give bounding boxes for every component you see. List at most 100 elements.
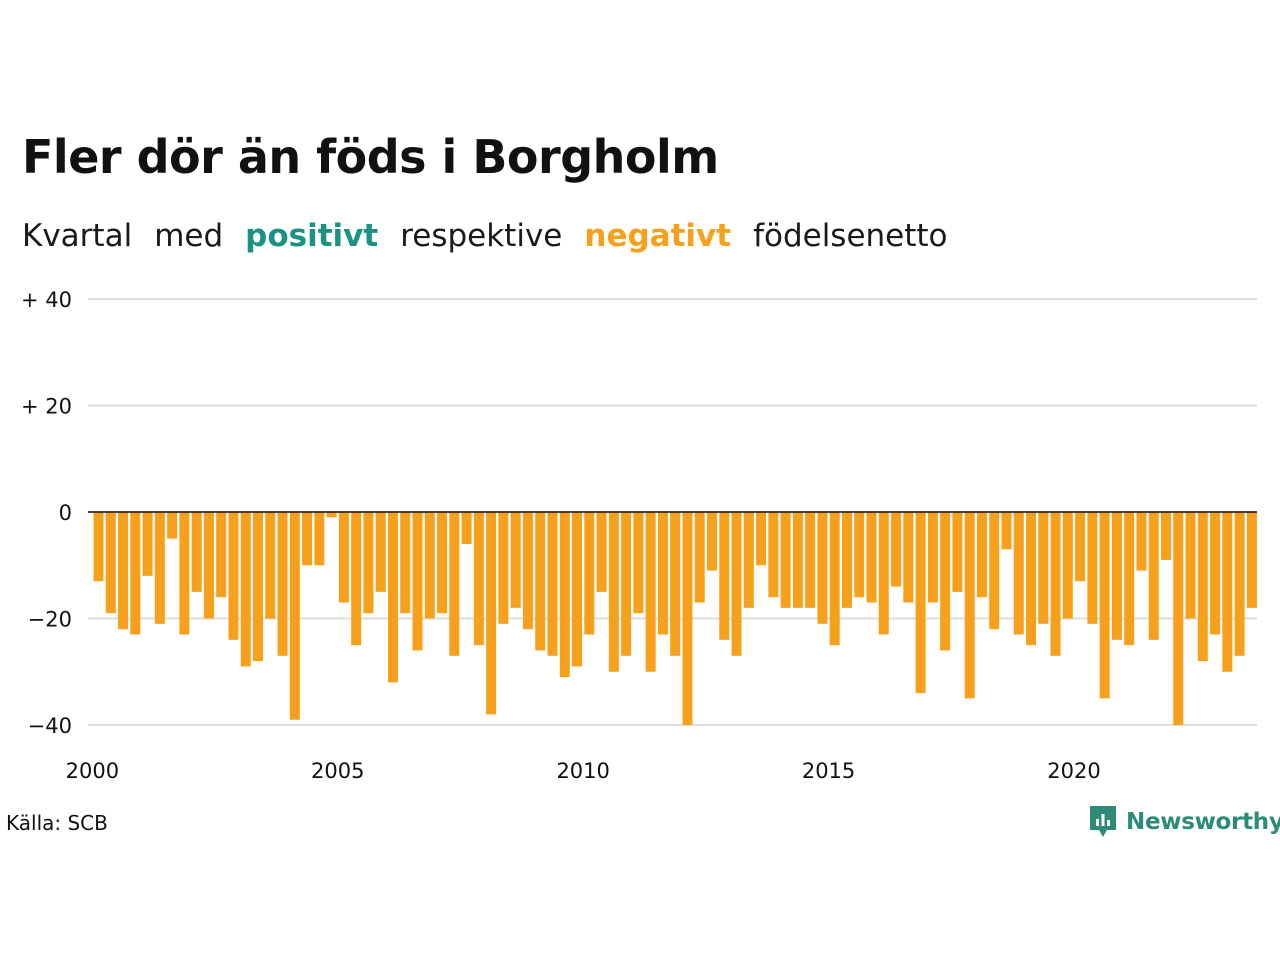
bar [1062, 512, 1073, 619]
bar [449, 512, 460, 656]
bar [375, 512, 386, 592]
bar [817, 512, 828, 624]
y-tick-label: + 40 [21, 288, 72, 312]
bar [584, 512, 595, 635]
bar [1001, 512, 1012, 550]
bar [903, 512, 914, 603]
y-tick-label: −20 [28, 608, 72, 632]
bar [387, 512, 398, 683]
bar [167, 512, 178, 539]
bar [694, 512, 705, 603]
y-axis: + 40 + 20 0 −20 −40 [21, 288, 72, 738]
bar [670, 512, 681, 656]
bar [179, 512, 190, 635]
bar [1185, 512, 1196, 619]
bar [142, 512, 153, 576]
bar [866, 512, 877, 603]
bar [841, 512, 852, 608]
bar [1173, 512, 1184, 725]
bar [277, 512, 288, 656]
bar [510, 512, 521, 608]
y-tick-label: −40 [28, 714, 72, 738]
bar [473, 512, 484, 646]
bar [952, 512, 963, 592]
bar [302, 512, 313, 566]
bar [253, 512, 264, 662]
bar [792, 512, 803, 608]
bar [486, 512, 497, 715]
bar [265, 512, 276, 619]
bar [1197, 512, 1208, 662]
bar [314, 512, 325, 566]
bar [707, 512, 717, 571]
source-note: Källa: SCB [6, 811, 108, 835]
newsworthy-logo[interactable]: Newsworthy [1088, 804, 1280, 840]
bar [535, 512, 546, 651]
bar [682, 512, 693, 725]
chart-subtitle: Kvartal med positivt respektive negativt föde… [22, 218, 970, 254]
bar [657, 512, 668, 635]
bar [719, 512, 730, 640]
bar [1013, 512, 1024, 635]
subtitle-word: Kvartal [22, 218, 133, 254]
bar [731, 512, 742, 656]
bar [780, 512, 791, 608]
bar [891, 512, 902, 587]
bar [743, 512, 754, 608]
chart-title: Fler dör än föds i Borgholm [22, 130, 719, 184]
y-tick-label: 0 [59, 501, 72, 525]
bar [621, 512, 632, 656]
bar [412, 512, 423, 651]
bar [400, 512, 411, 614]
bar [424, 512, 435, 619]
bar [1087, 512, 1098, 624]
bar [351, 512, 362, 646]
bar [522, 512, 533, 630]
x-tick-label: 2005 [311, 759, 364, 783]
bar [927, 512, 938, 603]
bar [768, 512, 779, 598]
newsworthy-logo-text: Newsworthy [1126, 809, 1280, 835]
bar [1111, 512, 1122, 640]
bar [976, 512, 987, 598]
bar [437, 512, 448, 614]
bar [608, 512, 619, 672]
bar [989, 512, 1000, 630]
bar [338, 512, 349, 603]
subtitle-positive-label: positivt [245, 218, 379, 254]
bar [105, 512, 116, 614]
bar [1148, 512, 1159, 640]
bar [130, 512, 141, 635]
bar [1246, 512, 1257, 608]
bar [191, 512, 202, 592]
bar [1099, 512, 1110, 699]
newsworthy-logo-icon [1090, 806, 1116, 837]
bars [93, 512, 1257, 725]
x-tick-label: 2010 [556, 759, 609, 783]
bar [1038, 512, 1049, 624]
bar [1234, 512, 1245, 656]
bar [829, 512, 840, 646]
x-tick-label: 2020 [1047, 759, 1100, 783]
bar [326, 512, 337, 518]
subtitle-word: med [154, 218, 224, 254]
bar [1124, 512, 1135, 646]
bar [1075, 512, 1086, 582]
bar [461, 512, 472, 544]
bar [964, 512, 975, 699]
bar [940, 512, 951, 651]
bar [289, 512, 300, 720]
bar [363, 512, 374, 614]
bar [498, 512, 509, 624]
bar [154, 512, 165, 624]
subtitle-negative-label: negativt [584, 218, 732, 254]
bar [1026, 512, 1037, 646]
bar [1210, 512, 1221, 635]
bar [878, 512, 889, 635]
bar [854, 512, 865, 598]
bar [915, 512, 926, 694]
bar [633, 512, 644, 614]
bar [1222, 512, 1233, 672]
x-axis: 2000 2005 2010 2015 2020 [66, 759, 1101, 783]
x-tick-label: 2000 [66, 759, 119, 783]
